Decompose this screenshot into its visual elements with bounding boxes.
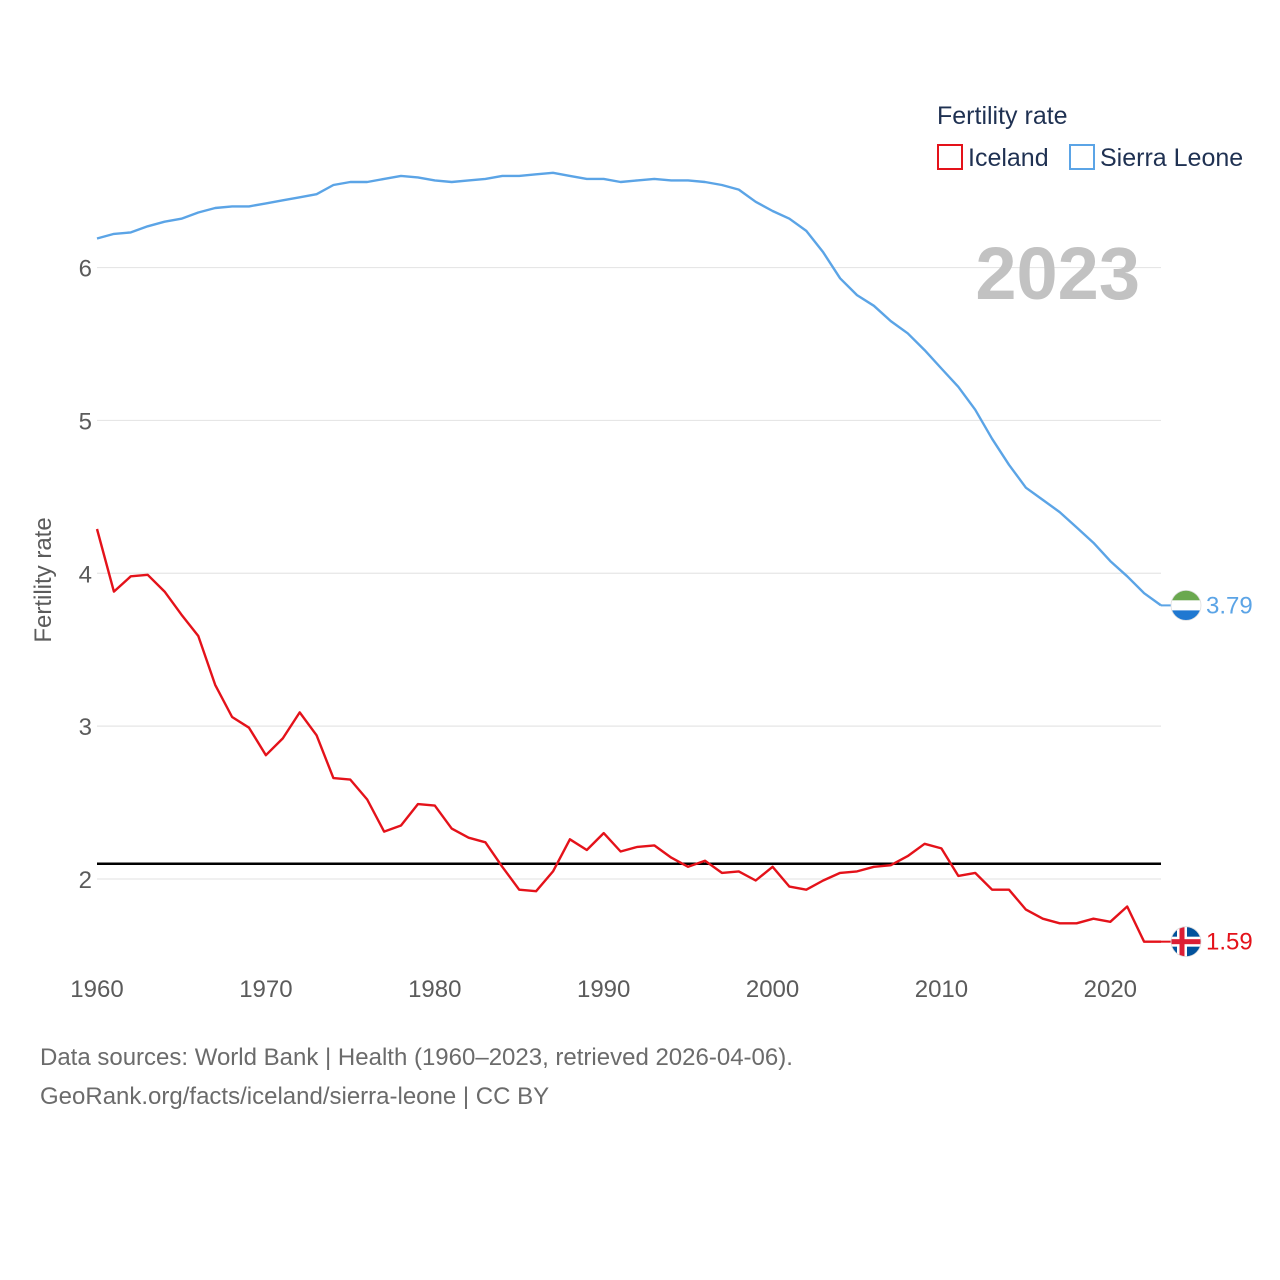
iceland-flag-icon [1170,926,1202,958]
legend-label-iceland[interactable]: Iceland [968,144,1049,172]
y-tick-label-5: 5 [79,408,92,435]
flag-cross-red-v [1179,926,1185,957]
source-note: Data sources: World Bank | Health (1960–… [40,1044,793,1071]
end-markers: 1.59 3.79 [1161,589,1253,958]
x-tick-label-1960: 1960 [70,976,123,1003]
gridlines [97,266,1161,880]
legend: Fertility rate Iceland Sierra Leone [937,102,1243,172]
series-lines [95,171,1162,943]
flag-outline-sierra-leone [1170,589,1202,621]
flag-band-white [1171,600,1201,611]
end-value-label-sierra-leone: 3.79 [1206,592,1253,619]
flag-band-blue [1171,610,1201,621]
x-tick-label-1980: 1980 [408,976,461,1003]
x-axis-ticks: 1960 1970 1980 1990 2000 2010 2020 [70,976,1137,1003]
x-tick-label-1990: 1990 [577,976,630,1003]
y-axis-ticks: 2 3 4 5 6 [79,256,92,894]
legend-label-sierra-leone[interactable]: Sierra Leone [1100,144,1243,172]
y-axis-title: Fertility rate [30,517,57,642]
x-tick-label-1970: 1970 [239,976,292,1003]
y-tick-label-3: 3 [79,714,92,741]
flag-outline-iceland [1170,926,1202,958]
y-tick-label-4: 4 [79,561,92,588]
flag-cross-red-h [1171,939,1201,945]
flag-body-sierra-leone [1171,590,1201,621]
flag-body-iceland [1171,926,1201,957]
y-tick-label-6: 6 [79,256,92,283]
end-value-label-iceland: 1.59 [1206,929,1253,956]
legend-swatch-sierra-leone[interactable] [1069,144,1095,170]
legend-swatch-iceland[interactable] [937,144,963,170]
x-tick-label-2000: 2000 [746,976,799,1003]
source-url[interactable]: GeoRank.org/facts/iceland/sierra-leone |… [40,1083,550,1110]
x-tick-label-2010: 2010 [915,976,968,1003]
flag-band-green [1171,590,1201,601]
series-line-sierra-leone [96,171,1162,607]
year-label: 2023 [975,232,1140,315]
y-tick-label-2: 2 [79,867,92,894]
series-line-iceland [95,528,1161,943]
x-tick-label-2020: 2020 [1084,976,1137,1003]
legend-title: Fertility rate [937,102,1068,130]
sierra-leone-flag-icon [1170,589,1202,621]
